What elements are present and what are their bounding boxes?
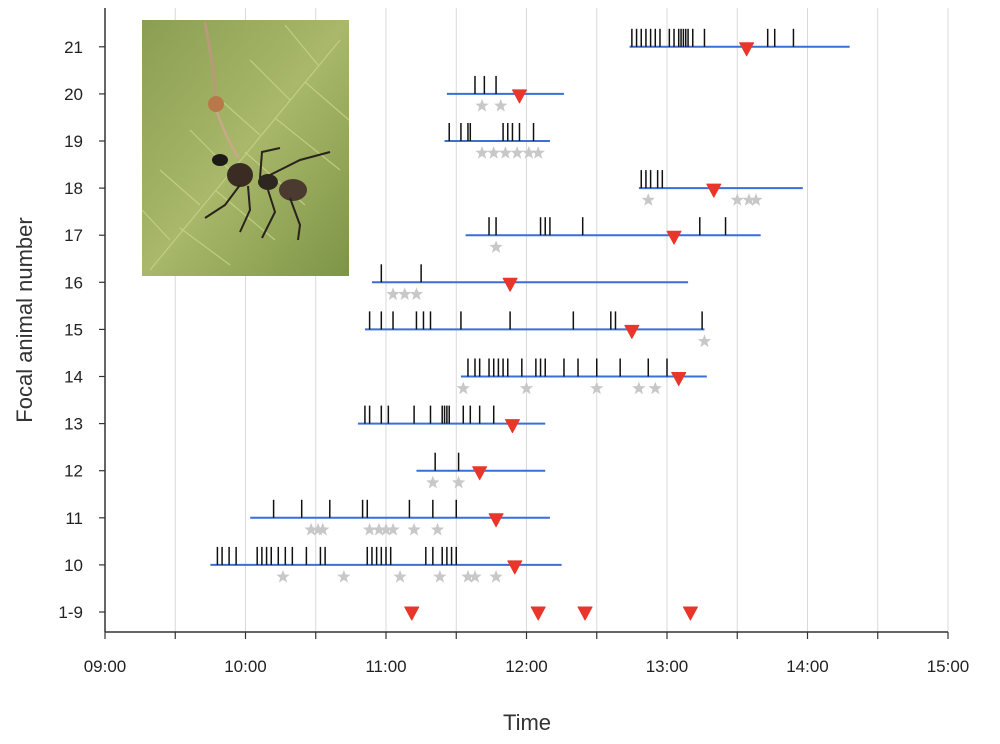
x-tick-label: 11:00	[365, 657, 406, 676]
series-row-20	[446, 75, 564, 112]
triangle-marker	[502, 277, 518, 292]
series-row-19	[444, 123, 550, 159]
star-marker	[409, 287, 424, 300]
star-marker	[430, 522, 445, 536]
y-tick-label: 15	[64, 320, 83, 339]
y-tick-labels: 1-9 10 11 12 13 14 15 16 17 18 19 20 21	[58, 38, 83, 622]
series-row-14	[456, 358, 707, 395]
y-tick-label: 11	[65, 509, 83, 528]
y-tick-label: 17	[64, 226, 83, 245]
star-marker	[386, 287, 400, 300]
star-marker	[510, 146, 524, 159]
star-marker	[276, 569, 290, 583]
x-tick-label: 13:00	[646, 657, 689, 676]
triangle-marker	[577, 606, 593, 621]
triangle-marker	[511, 89, 527, 104]
triangle-marker	[530, 606, 546, 621]
x-tick-label: 09:00	[84, 657, 127, 676]
triangle-marker	[682, 606, 698, 621]
triangle-marker	[671, 372, 687, 386]
y-tick-label: 16	[64, 273, 83, 292]
series-row-11	[250, 499, 550, 536]
series-row-1-9	[404, 606, 698, 621]
y-axis-title: Focal animal number	[12, 217, 37, 422]
star-marker	[426, 475, 440, 489]
triangle-marker	[624, 324, 640, 339]
triangle-marker	[739, 42, 755, 57]
y-tick-label: 10	[64, 556, 83, 575]
star-marker	[451, 475, 466, 489]
star-marker	[461, 569, 475, 583]
x-tick-label: 12:00	[505, 657, 548, 676]
star-marker	[407, 522, 421, 536]
y-tick-label: 18	[64, 179, 83, 198]
star-marker	[475, 98, 489, 112]
star-marker	[379, 522, 393, 536]
axes	[99, 8, 949, 639]
star-marker	[475, 146, 489, 159]
triangle-marker	[404, 606, 420, 621]
star-marker	[363, 522, 377, 536]
y-tick-label: 13	[64, 415, 83, 434]
series-row-21	[629, 28, 850, 57]
star-marker	[648, 381, 662, 395]
y-tick-label: 21	[64, 38, 83, 57]
star-marker	[311, 522, 325, 536]
triangle-marker	[488, 513, 504, 528]
star-marker	[487, 146, 501, 159]
star-marker	[468, 569, 482, 583]
star-marker	[531, 146, 545, 159]
x-tick-label: 10:00	[224, 657, 267, 676]
series-row-15	[364, 311, 712, 348]
series-row-10	[210, 546, 562, 583]
x-tick-label: 14:00	[786, 657, 829, 676]
series-row-12	[416, 452, 546, 489]
star-marker	[522, 146, 536, 159]
star-marker	[372, 522, 386, 536]
star-marker	[456, 381, 470, 395]
star-marker	[519, 381, 534, 395]
star-marker	[632, 381, 646, 395]
star-marker	[641, 193, 655, 206]
y-tick-label: 12	[64, 462, 83, 481]
y-tick-label: 20	[64, 85, 83, 104]
star-marker	[494, 98, 508, 112]
series-row-18	[638, 170, 803, 206]
star-marker	[742, 193, 756, 206]
triangle-marker	[472, 466, 488, 481]
star-marker	[489, 240, 503, 253]
star-marker	[433, 569, 447, 583]
y-tick-label: 1-9	[58, 603, 83, 622]
star-marker	[489, 569, 503, 583]
triangle-marker	[507, 560, 523, 575]
series-row-13	[357, 405, 546, 434]
series-row-17	[465, 217, 761, 253]
star-marker	[337, 569, 351, 583]
star-marker	[393, 569, 407, 583]
triangle-marker	[504, 419, 520, 434]
x-tick-label: 15:00	[927, 657, 970, 676]
star-marker	[398, 287, 412, 300]
star-marker	[498, 146, 513, 159]
star-marker	[590, 381, 604, 395]
x-tick-labels: 09:00 10:00 11:00 12:00 13:00 14:00 15:00	[84, 657, 970, 676]
star-marker	[304, 522, 318, 536]
triangle-marker	[666, 230, 682, 245]
star-marker	[749, 193, 763, 206]
x-axis-title: Time	[503, 710, 551, 735]
star-marker	[386, 522, 400, 536]
star-marker	[316, 522, 330, 536]
plot-area	[210, 28, 850, 621]
triangle-marker	[706, 183, 722, 198]
series-row-16	[371, 264, 689, 300]
y-tick-label: 14	[64, 368, 83, 387]
star-marker	[697, 334, 712, 348]
star-marker	[730, 193, 744, 206]
y-tick-label: 19	[64, 132, 83, 151]
inset-photo	[141, 20, 350, 276]
